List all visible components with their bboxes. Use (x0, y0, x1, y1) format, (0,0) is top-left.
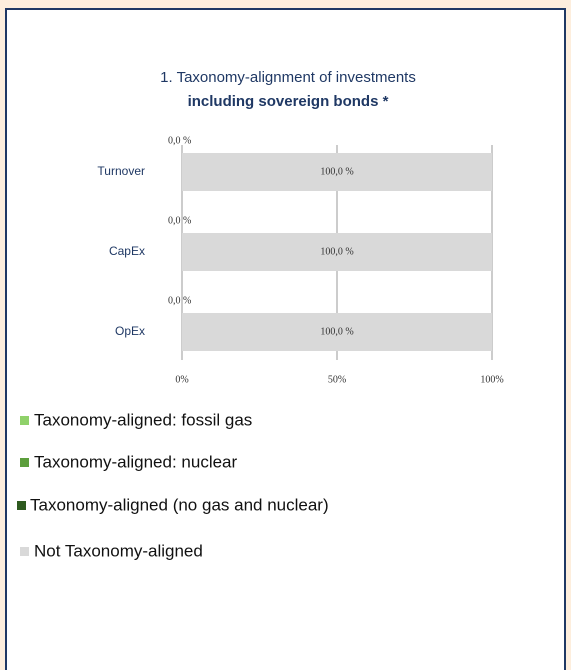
value-label: 0,0 % (168, 215, 191, 226)
legend-swatch (20, 458, 29, 467)
category-label: OpEx (115, 324, 145, 338)
value-label: 0,0 % (168, 295, 191, 306)
legend-label: Not Taxonomy-aligned (34, 541, 203, 560)
bar-segment (182, 313, 492, 351)
legend-label: Taxonomy-aligned: fossil gas (34, 410, 252, 429)
chart-subtitle: including sovereign bonds * (188, 93, 389, 110)
x-tick-label: 50% (328, 374, 346, 385)
category-label: Turnover (97, 164, 145, 178)
legend-swatch (20, 416, 29, 425)
chart-title: 1. Taxonomy-alignment of investments (160, 69, 416, 86)
legend-swatch (20, 547, 29, 556)
x-tick-label: 100% (480, 374, 503, 385)
category-label: CapEx (109, 244, 145, 258)
value-label: 100,0 % (320, 166, 353, 177)
legend-swatch (17, 501, 26, 510)
x-tick-label: 0% (175, 374, 188, 385)
bar-segment (182, 153, 492, 191)
legend-label: Taxonomy-aligned (no gas and nuclear) (30, 495, 329, 514)
bar-segment (182, 233, 492, 271)
value-label: 100,0 % (320, 246, 353, 257)
legend-label: Taxonomy-aligned: nuclear (34, 452, 238, 471)
value-label: 0,0 % (168, 135, 191, 146)
value-label: 100,0 % (320, 326, 353, 337)
